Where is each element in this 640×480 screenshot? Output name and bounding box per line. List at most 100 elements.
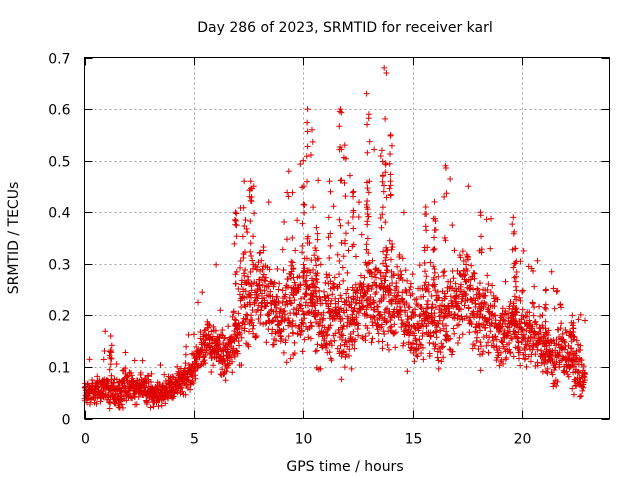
data-point — [233, 210, 240, 217]
data-point — [414, 353, 421, 360]
data-point — [406, 304, 413, 311]
data-point — [232, 280, 239, 287]
data-point — [334, 251, 341, 258]
data-point — [400, 342, 407, 349]
data-point — [582, 377, 589, 384]
data-point — [357, 280, 364, 287]
data-point — [336, 108, 343, 115]
data-point — [229, 358, 236, 365]
data-point — [381, 64, 388, 71]
data-point — [280, 295, 287, 302]
data-point — [242, 217, 249, 224]
data-point — [485, 349, 492, 356]
data-point — [339, 326, 346, 333]
data-point — [399, 277, 406, 284]
data-point — [243, 293, 250, 300]
data-point — [265, 199, 272, 206]
data-point — [409, 290, 416, 297]
data-point — [466, 329, 473, 336]
data-point — [287, 300, 294, 307]
data-point — [353, 314, 360, 321]
data-point — [241, 272, 248, 279]
data-point — [379, 173, 386, 180]
data-point — [326, 178, 333, 185]
data-point — [288, 258, 295, 265]
data-point — [496, 345, 503, 352]
data-point — [403, 300, 410, 307]
data-point — [309, 126, 315, 133]
data-point — [259, 282, 266, 289]
data-point — [435, 273, 442, 280]
data-point — [388, 300, 395, 307]
data-point — [508, 335, 515, 342]
data-point — [304, 128, 311, 135]
data-point — [480, 334, 487, 341]
data-point — [448, 351, 455, 358]
data-point — [399, 255, 406, 262]
data-point — [238, 334, 245, 341]
data-point — [418, 350, 425, 357]
data-point — [290, 291, 297, 298]
data-point — [570, 325, 577, 332]
data-point — [299, 242, 306, 249]
data-point — [460, 257, 467, 264]
data-point — [472, 323, 479, 330]
data-point — [336, 281, 343, 288]
data-point — [434, 354, 441, 361]
data-point — [423, 301, 430, 308]
data-point — [201, 357, 208, 364]
data-point — [581, 371, 588, 378]
data-point — [382, 219, 389, 226]
data-point — [441, 313, 448, 320]
data-point — [247, 269, 254, 276]
data-point — [515, 355, 522, 362]
data-point — [451, 330, 458, 337]
data-point — [183, 343, 190, 350]
data-point — [567, 332, 574, 339]
data-point — [454, 312, 461, 319]
data-point — [231, 217, 238, 224]
data-point — [219, 326, 226, 333]
data-point — [557, 325, 564, 332]
data-point — [271, 279, 278, 286]
data-point — [379, 158, 386, 165]
data-point — [243, 225, 250, 232]
data-point — [158, 402, 165, 409]
data-point — [290, 274, 297, 281]
data-point — [431, 265, 438, 272]
data-point — [190, 331, 197, 338]
data-point — [383, 194, 390, 201]
data-point — [430, 314, 437, 321]
data-point — [336, 271, 343, 278]
data-point — [237, 257, 244, 264]
data-point — [232, 321, 239, 328]
data-point — [238, 362, 245, 369]
data-point — [336, 257, 343, 264]
data-point — [387, 317, 394, 324]
data-point — [396, 303, 403, 310]
data-point — [430, 274, 437, 281]
data-point — [250, 322, 257, 329]
data-point — [366, 138, 373, 145]
data-point — [392, 344, 399, 351]
data-point — [438, 307, 445, 314]
data-point — [289, 317, 296, 324]
data-point — [311, 252, 318, 259]
data-point — [487, 289, 494, 296]
data-point — [293, 311, 300, 318]
data-point — [284, 301, 291, 308]
data-point — [437, 349, 444, 356]
data-point — [193, 343, 200, 350]
data-point — [352, 253, 359, 260]
data-point — [382, 285, 389, 292]
data-point — [569, 385, 576, 392]
data-point — [349, 311, 356, 318]
data-point — [499, 339, 506, 346]
data-point — [365, 213, 372, 220]
data-point — [270, 317, 277, 324]
data-point — [331, 274, 338, 281]
data-point — [328, 357, 335, 364]
data-point — [302, 290, 309, 297]
data-point — [312, 307, 319, 314]
data-point — [364, 121, 371, 128]
